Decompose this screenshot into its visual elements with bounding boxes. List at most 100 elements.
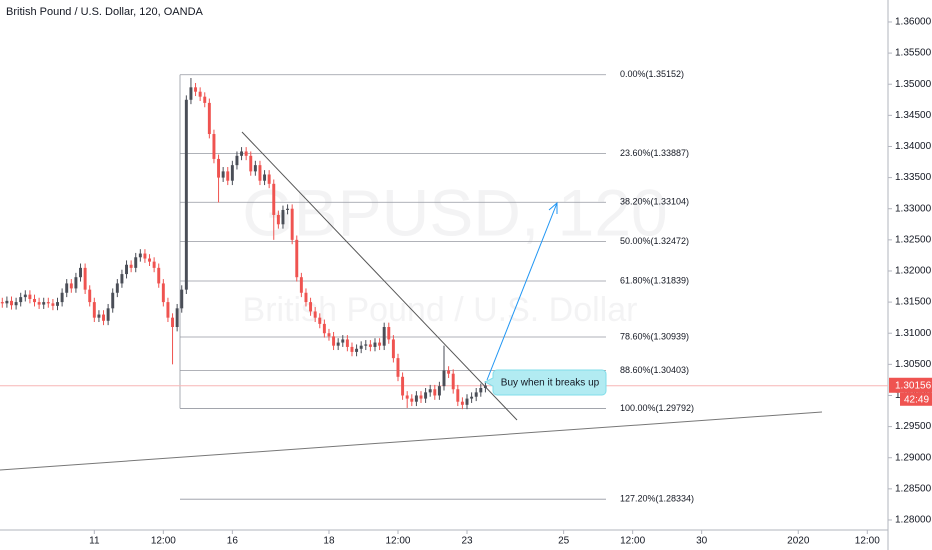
fib-label: 78.60%(1.30939) (620, 331, 689, 341)
candle-body (249, 155, 253, 172)
y-tick-label: 1.34500 (895, 110, 932, 121)
trend-line (241, 131, 518, 421)
candle-body (111, 292, 115, 309)
x-tick-label: 12:00 (151, 536, 176, 547)
y-tick-label: 1.32500 (895, 234, 932, 245)
y-tick-label: 1.32000 (895, 266, 932, 277)
support-line (0, 411, 823, 471)
candle-body (134, 257, 138, 268)
candle-body (56, 302, 59, 306)
candle-body (387, 327, 391, 340)
fib-label: 23.60%(1.33887) (620, 148, 689, 158)
candle-body (299, 277, 303, 293)
candle-body (258, 165, 262, 181)
candle-body (60, 292, 64, 303)
candle-body (152, 261, 156, 268)
candle-body (332, 336, 336, 346)
candle-body (125, 264, 129, 275)
candle-body (281, 209, 285, 225)
candle-body (355, 348, 359, 352)
candle-body (33, 298, 36, 303)
candle-body (414, 395, 418, 402)
y-tick-label: 1.33500 (895, 172, 932, 183)
x-tick-label: 2020 (787, 536, 810, 547)
candle-body (138, 253, 142, 258)
candle-body (391, 339, 395, 359)
x-tick-label: 23 (461, 536, 473, 547)
candle-body (194, 87, 198, 92)
candle-body (230, 165, 234, 181)
candle-body (396, 358, 400, 377)
countdown-label: 42:49 (904, 394, 929, 405)
y-tick-label: 1.31500 (895, 297, 932, 308)
candle-body (143, 253, 147, 259)
candle-body (65, 283, 69, 293)
candle-body (166, 302, 170, 318)
candle-body (157, 267, 161, 284)
candle-body (419, 395, 423, 399)
x-tick-label: 18 (323, 536, 335, 547)
candle-body (424, 392, 428, 399)
candle-body (345, 339, 349, 347)
candle-body (14, 302, 18, 306)
candle-body (382, 327, 386, 346)
candle-body (120, 274, 124, 284)
x-tick-label: 12:00 (855, 536, 880, 547)
candle-body (460, 401, 464, 405)
candle-body (267, 174, 271, 184)
candle-body (447, 370, 451, 374)
candle-body (368, 344, 372, 347)
candle-body (350, 346, 354, 352)
candle-body (74, 277, 78, 289)
y-tick-label: 1.29000 (895, 452, 932, 463)
candle-body (290, 208, 294, 240)
candle-body (106, 308, 110, 321)
candle-body (465, 398, 469, 405)
arrow-head (548, 201, 558, 214)
y-tick-label: 1.28500 (895, 483, 932, 494)
candle-body (129, 264, 133, 268)
candle-body (244, 151, 248, 156)
candle-body (428, 389, 432, 393)
candle-body (276, 214, 280, 225)
candle-body (92, 302, 96, 318)
y-tick-label: 1.35500 (895, 48, 932, 59)
candle-body (5, 300, 9, 304)
candle-body (88, 289, 92, 303)
candle-body (373, 342, 377, 347)
candle-body (304, 292, 308, 303)
candle-body (322, 323, 326, 334)
candle-body (456, 389, 460, 402)
candle-body (28, 294, 32, 299)
y-tick-label: 1.28000 (895, 515, 932, 526)
candle-body (148, 258, 152, 262)
candle-body (470, 396, 474, 399)
candle-body (97, 314, 101, 318)
candle-body (479, 388, 483, 393)
candle-body (175, 308, 179, 328)
candle-body (336, 342, 340, 346)
annotation: Buy when it breaks up (501, 378, 600, 389)
candle-body (212, 134, 216, 159)
candle-body (405, 395, 409, 399)
fib-label: 88.60%(1.30403) (620, 365, 689, 375)
candle-body (0, 302, 4, 304)
x-tick-label: 25 (558, 536, 570, 547)
candle-body (286, 208, 290, 210)
fib-label: 50.00%(1.32472) (620, 236, 689, 246)
candle-body (401, 376, 405, 396)
fib-label: 38.20%(1.33104) (620, 197, 689, 207)
candle-body (37, 302, 41, 305)
candle-body (102, 314, 105, 321)
chart-title: British Pound / U.S. Dollar, 120, OANDA (6, 6, 204, 18)
candle-body (433, 389, 437, 396)
watermark-symbol: GBPUSD, 120 (242, 175, 668, 249)
last-price-box (889, 377, 932, 393)
candle-body (226, 171, 230, 181)
candle-body (364, 344, 368, 346)
candle-body (184, 99, 188, 290)
y-tick-label: 1.36000 (895, 17, 932, 28)
candle-body (189, 87, 193, 100)
candle-body (19, 297, 23, 303)
